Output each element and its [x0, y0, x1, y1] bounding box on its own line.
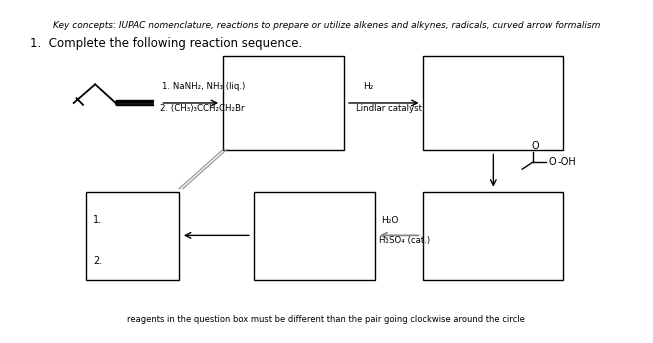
- Bar: [253, 191, 375, 280]
- Text: 1.  Complete the following reaction sequence.: 1. Complete the following reaction seque…: [30, 37, 302, 50]
- Text: O: O: [549, 157, 556, 167]
- Text: H₂O: H₂O: [381, 216, 399, 225]
- Bar: [423, 56, 564, 150]
- Text: O: O: [532, 141, 539, 151]
- Bar: [423, 191, 564, 280]
- Bar: [223, 56, 344, 150]
- Text: 1.: 1.: [93, 215, 103, 225]
- Text: Lindlar catalyst: Lindlar catalyst: [357, 104, 422, 113]
- Text: H₂: H₂: [363, 82, 373, 91]
- Bar: [86, 191, 179, 280]
- Text: 2.: 2.: [93, 256, 103, 266]
- Text: H₂SO₄ (cat.): H₂SO₄ (cat.): [379, 236, 430, 245]
- Text: -OH: -OH: [558, 157, 577, 167]
- Text: reagents in the question box must be different than the pair going clockwise aro: reagents in the question box must be dif…: [127, 315, 526, 324]
- Text: Key concepts: IUPAC nomenclature, reactions to prepare or utilize alkenes and al: Key concepts: IUPAC nomenclature, reacti…: [53, 21, 600, 30]
- Text: 1. NaNH₂, NH₃ (liq.): 1. NaNH₂, NH₃ (liq.): [163, 82, 246, 91]
- Text: 2. (CH₃)₃CCH₂CH₂Br: 2. (CH₃)₃CCH₂CH₂Br: [159, 104, 244, 113]
